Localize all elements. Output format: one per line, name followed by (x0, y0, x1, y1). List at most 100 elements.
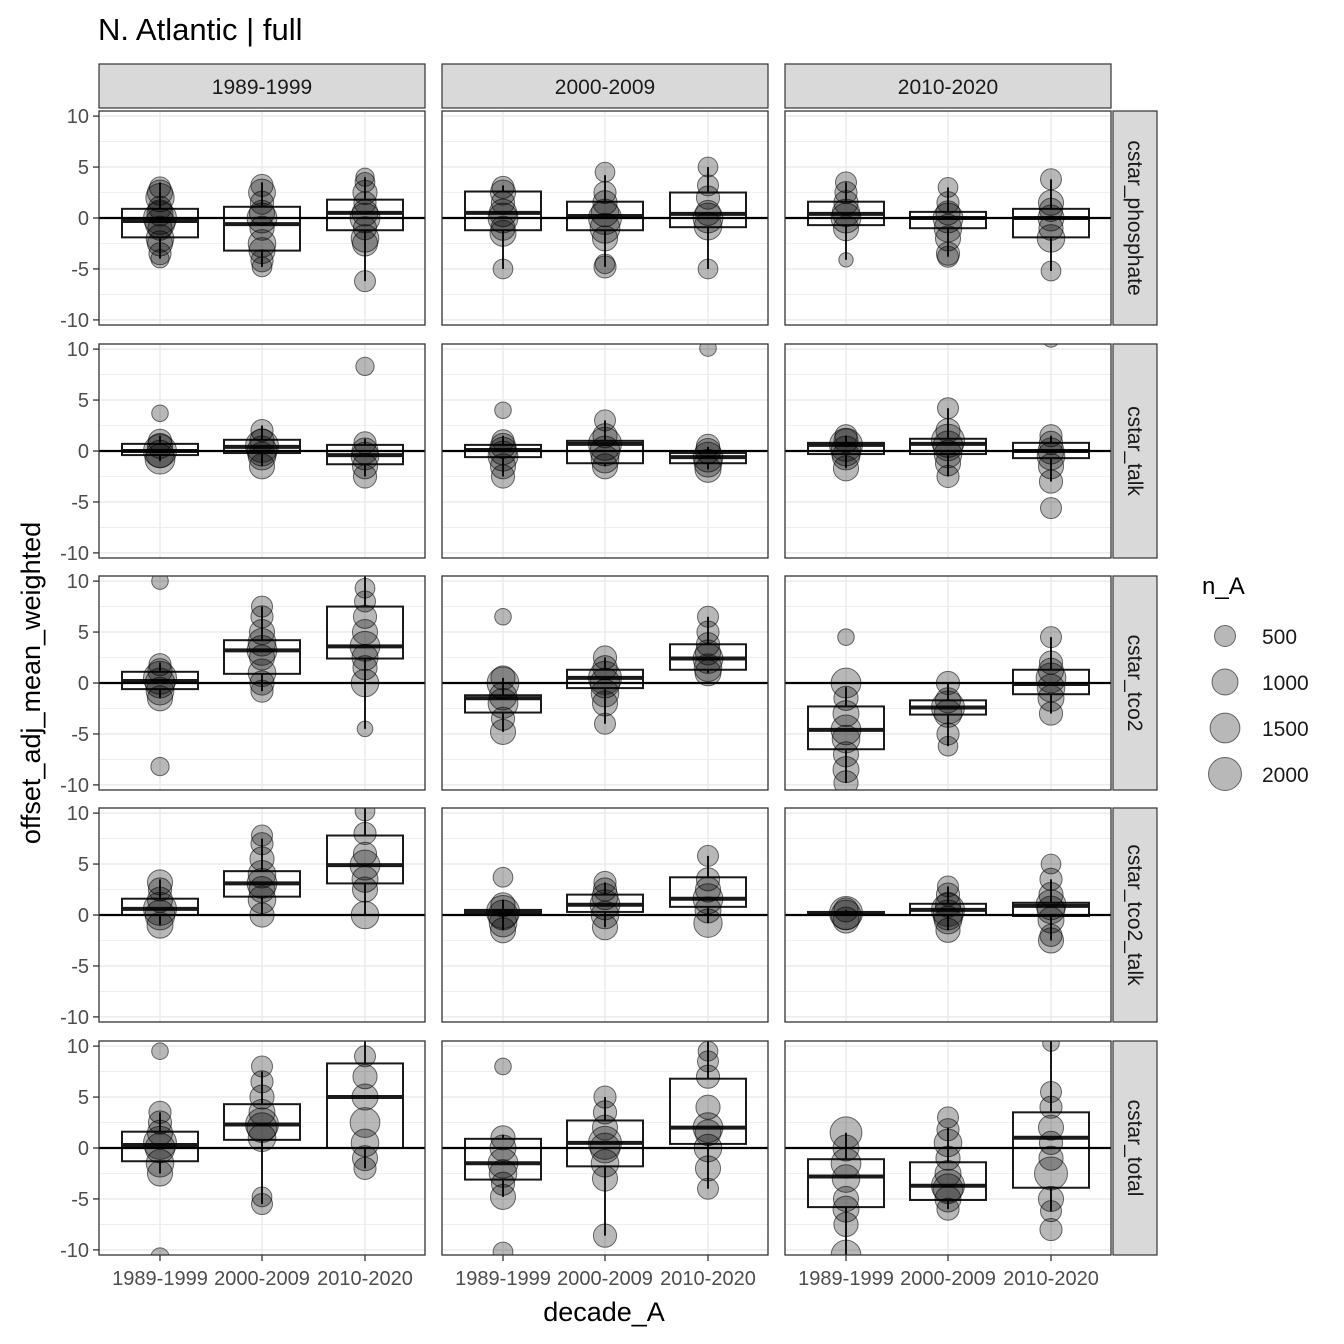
data-point (245, 1107, 279, 1142)
data-point (931, 690, 965, 725)
y-tick-label: -10 (60, 1240, 89, 1262)
data-point (833, 190, 859, 216)
y-tick-label: 5 (78, 390, 89, 412)
data-point (832, 700, 860, 728)
col-strip-label: 2010-2020 (898, 76, 998, 99)
data-point (1037, 1114, 1065, 1141)
data-point (486, 894, 520, 929)
panel-cstar_phosphate-2000-2009 (442, 111, 768, 325)
data-point (1039, 867, 1063, 891)
data-point (1037, 189, 1065, 216)
data-point (592, 190, 618, 216)
data-point (250, 832, 274, 856)
data-point (594, 161, 616, 183)
data-point (933, 699, 963, 728)
data-point (490, 1125, 516, 1151)
data-point (692, 1112, 724, 1144)
data-point (151, 404, 169, 423)
data-point (693, 653, 723, 683)
data-point (487, 687, 519, 719)
y-tick-label: -5 (71, 1189, 89, 1211)
panel-cstar_tco2_talk-2000-2009 (442, 808, 768, 1022)
data-point (935, 418, 961, 444)
data-point (936, 1118, 960, 1142)
box (807, 1158, 885, 1209)
col-strip-label: 2000-2009 (555, 76, 655, 99)
data-point (248, 178, 276, 207)
data-point (1034, 1156, 1068, 1191)
data-point (1040, 1080, 1062, 1103)
data-point (490, 215, 516, 241)
legend-key-circle (1211, 668, 1239, 696)
data-point (936, 464, 960, 489)
x-tick-label: 2000-2009 (214, 1268, 310, 1290)
data-point (354, 270, 376, 293)
data-point (833, 770, 859, 790)
data-point (147, 195, 173, 220)
data-point (246, 634, 278, 666)
data-point (933, 1128, 963, 1158)
data-point (697, 844, 719, 867)
data-point (249, 428, 275, 454)
data-point (250, 419, 274, 443)
data-point (589, 212, 621, 244)
data-point (933, 213, 963, 243)
data-point (143, 660, 177, 695)
data-point (832, 756, 860, 784)
data-point (695, 1064, 721, 1089)
row-strip-label: cstar_tco2_talk (1123, 844, 1146, 986)
panel-border (784, 807, 1112, 1023)
y-tick-label: 10 (67, 106, 89, 128)
y-tick-label: -10 (60, 543, 89, 565)
data-point (695, 867, 721, 892)
y-tick-label: -5 (71, 259, 89, 281)
row-strip-label: cstar_talk (1123, 406, 1146, 496)
x-tick-label: 2010-2020 (317, 1268, 413, 1290)
data-point (932, 1173, 964, 1205)
data-point (147, 1110, 173, 1135)
y-tick-label: 5 (78, 854, 89, 876)
panel-cstar_tco2-2000-2009 (442, 576, 768, 790)
data-point (250, 173, 274, 197)
data-point (829, 895, 863, 930)
panel-cstar_total-2010-2020 (785, 1041, 1111, 1255)
data-point (351, 865, 379, 893)
y-tick-label: 0 (78, 1138, 89, 1160)
data-point (590, 198, 620, 228)
data-point (249, 190, 275, 215)
col-strip-0 (98, 63, 426, 109)
data-point (147, 215, 173, 241)
y-tick-label: 0 (78, 905, 89, 927)
data-point (694, 639, 722, 666)
data-point (834, 424, 858, 448)
panel-cstar_phosphate-2010-2020 (785, 111, 1111, 325)
data-point (488, 198, 518, 228)
data-point (352, 604, 378, 629)
data-point (592, 423, 618, 449)
y-tick-label: -5 (71, 492, 89, 514)
data-point (143, 891, 177, 926)
data-point (1039, 424, 1063, 448)
data-point (352, 655, 378, 681)
data-point (932, 430, 964, 462)
y-tick-label: 10 (67, 803, 89, 825)
data-point (697, 1041, 719, 1062)
row-strip-4 (1112, 1040, 1158, 1256)
box (464, 694, 542, 714)
data-point (488, 1159, 518, 1188)
data-point (490, 892, 516, 918)
data-point (490, 665, 516, 691)
y-tick-label: -10 (60, 310, 89, 332)
data-point (349, 1107, 381, 1138)
data-point (494, 401, 512, 420)
data-point (837, 628, 855, 646)
data-point (354, 577, 376, 599)
data-point (151, 1042, 169, 1060)
data-point (1040, 497, 1062, 520)
data-point (697, 174, 719, 197)
data-point (353, 1156, 377, 1180)
data-point (494, 607, 512, 626)
x-tick-label: 2000-2009 (900, 1268, 996, 1290)
panel-border (784, 110, 1112, 326)
data-point (697, 156, 719, 178)
